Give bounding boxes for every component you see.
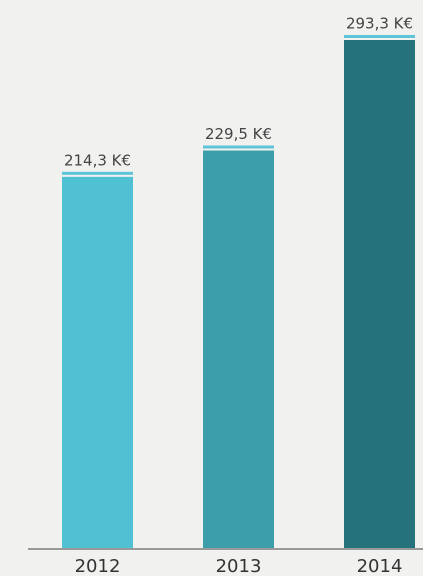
bar-cap <box>344 35 415 38</box>
bar <box>203 150 274 548</box>
bar-cap <box>62 171 133 175</box>
x-tick-label: 2013 <box>216 556 262 576</box>
bar-cap <box>203 145 274 149</box>
bar <box>62 176 133 549</box>
bar <box>344 40 415 548</box>
value-label: 293,3 K€ <box>346 15 413 33</box>
x-tick-label: 2012 <box>75 556 121 576</box>
value-label: 229,5 K€ <box>205 125 272 143</box>
x-tick-label: 2014 <box>357 556 403 576</box>
value-label: 214,3 K€ <box>64 151 131 169</box>
